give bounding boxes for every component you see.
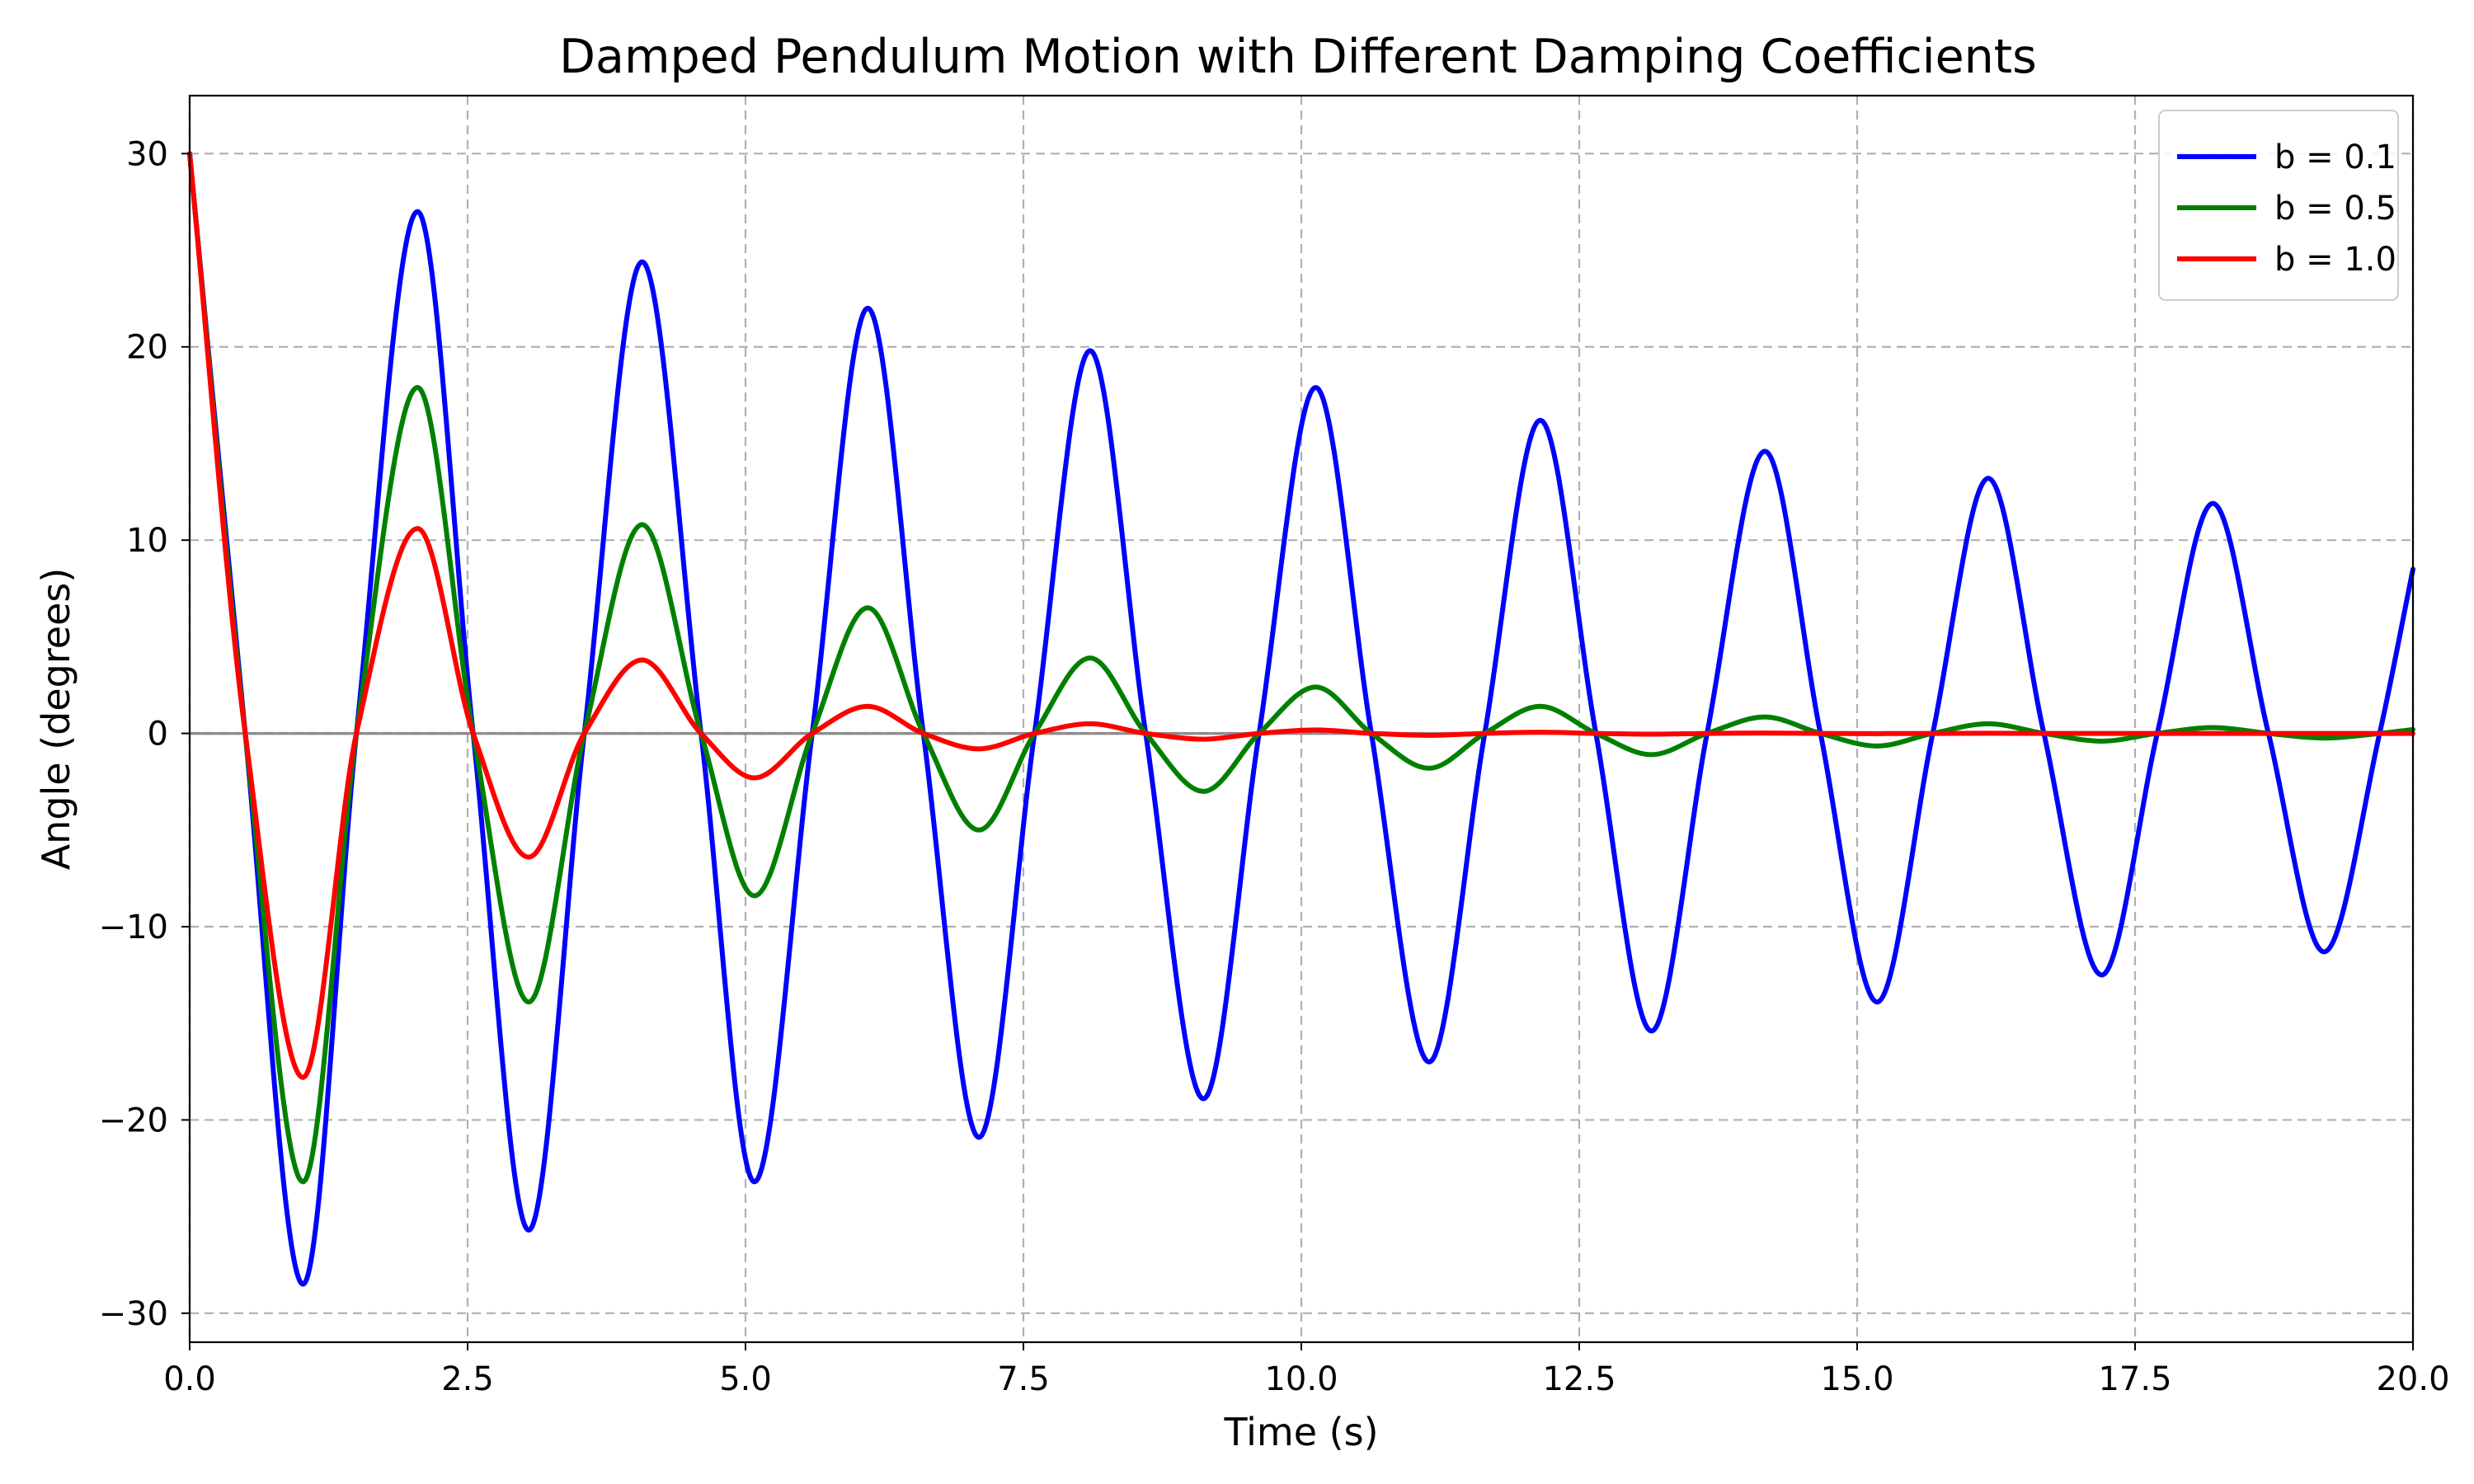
- x-tick-label: 15.0: [1820, 1360, 1893, 1398]
- legend: b = 0.1 b = 0.5 b = 1.0: [2158, 110, 2399, 301]
- x-axis-ticks: 0.0 2.5 5.0 7.5 10.0 12.5 15.0 17.5 20.0: [163, 1342, 2450, 1398]
- y-tick-label: 0: [148, 716, 168, 754]
- x-tick-label: 12.5: [1542, 1360, 1616, 1398]
- series-line-1: [187, 151, 2415, 1287]
- x-tick-label: 7.5: [997, 1360, 1050, 1398]
- legend-label: b = 0.1: [2274, 139, 2396, 176]
- x-tick-label: 20.0: [2376, 1360, 2449, 1398]
- x-tick-label: 17.5: [2098, 1360, 2171, 1398]
- y-tick-label: −20: [99, 1101, 168, 1139]
- x-tick-label: 10.0: [1264, 1360, 1338, 1398]
- x-tick-label: 2.5: [441, 1360, 494, 1398]
- legend-label: b = 1.0: [2274, 241, 2396, 279]
- plot-series: [187, 151, 2415, 1287]
- x-axis-label: Time (s): [1223, 1410, 1378, 1454]
- x-tick-label: 0.0: [163, 1360, 216, 1398]
- series-line-3: [187, 151, 2415, 1080]
- x-tick-label: 5.0: [719, 1360, 772, 1398]
- y-tick-label: 30: [126, 135, 168, 173]
- y-tick-label: 20: [126, 329, 168, 367]
- y-tick-label: −10: [99, 909, 168, 946]
- y-tick-label: 10: [126, 522, 168, 560]
- grid: [188, 96, 2415, 1342]
- chart-title: Damped Pendulum Motion with Different Da…: [559, 30, 2037, 84]
- y-axis-ticks: 30 20 10 0 −10 −20 −30: [99, 135, 190, 1333]
- y-axis-label: Angle (degrees): [34, 568, 78, 871]
- y-tick-label: −30: [99, 1295, 168, 1333]
- legend-label: b = 0.5: [2274, 190, 2396, 228]
